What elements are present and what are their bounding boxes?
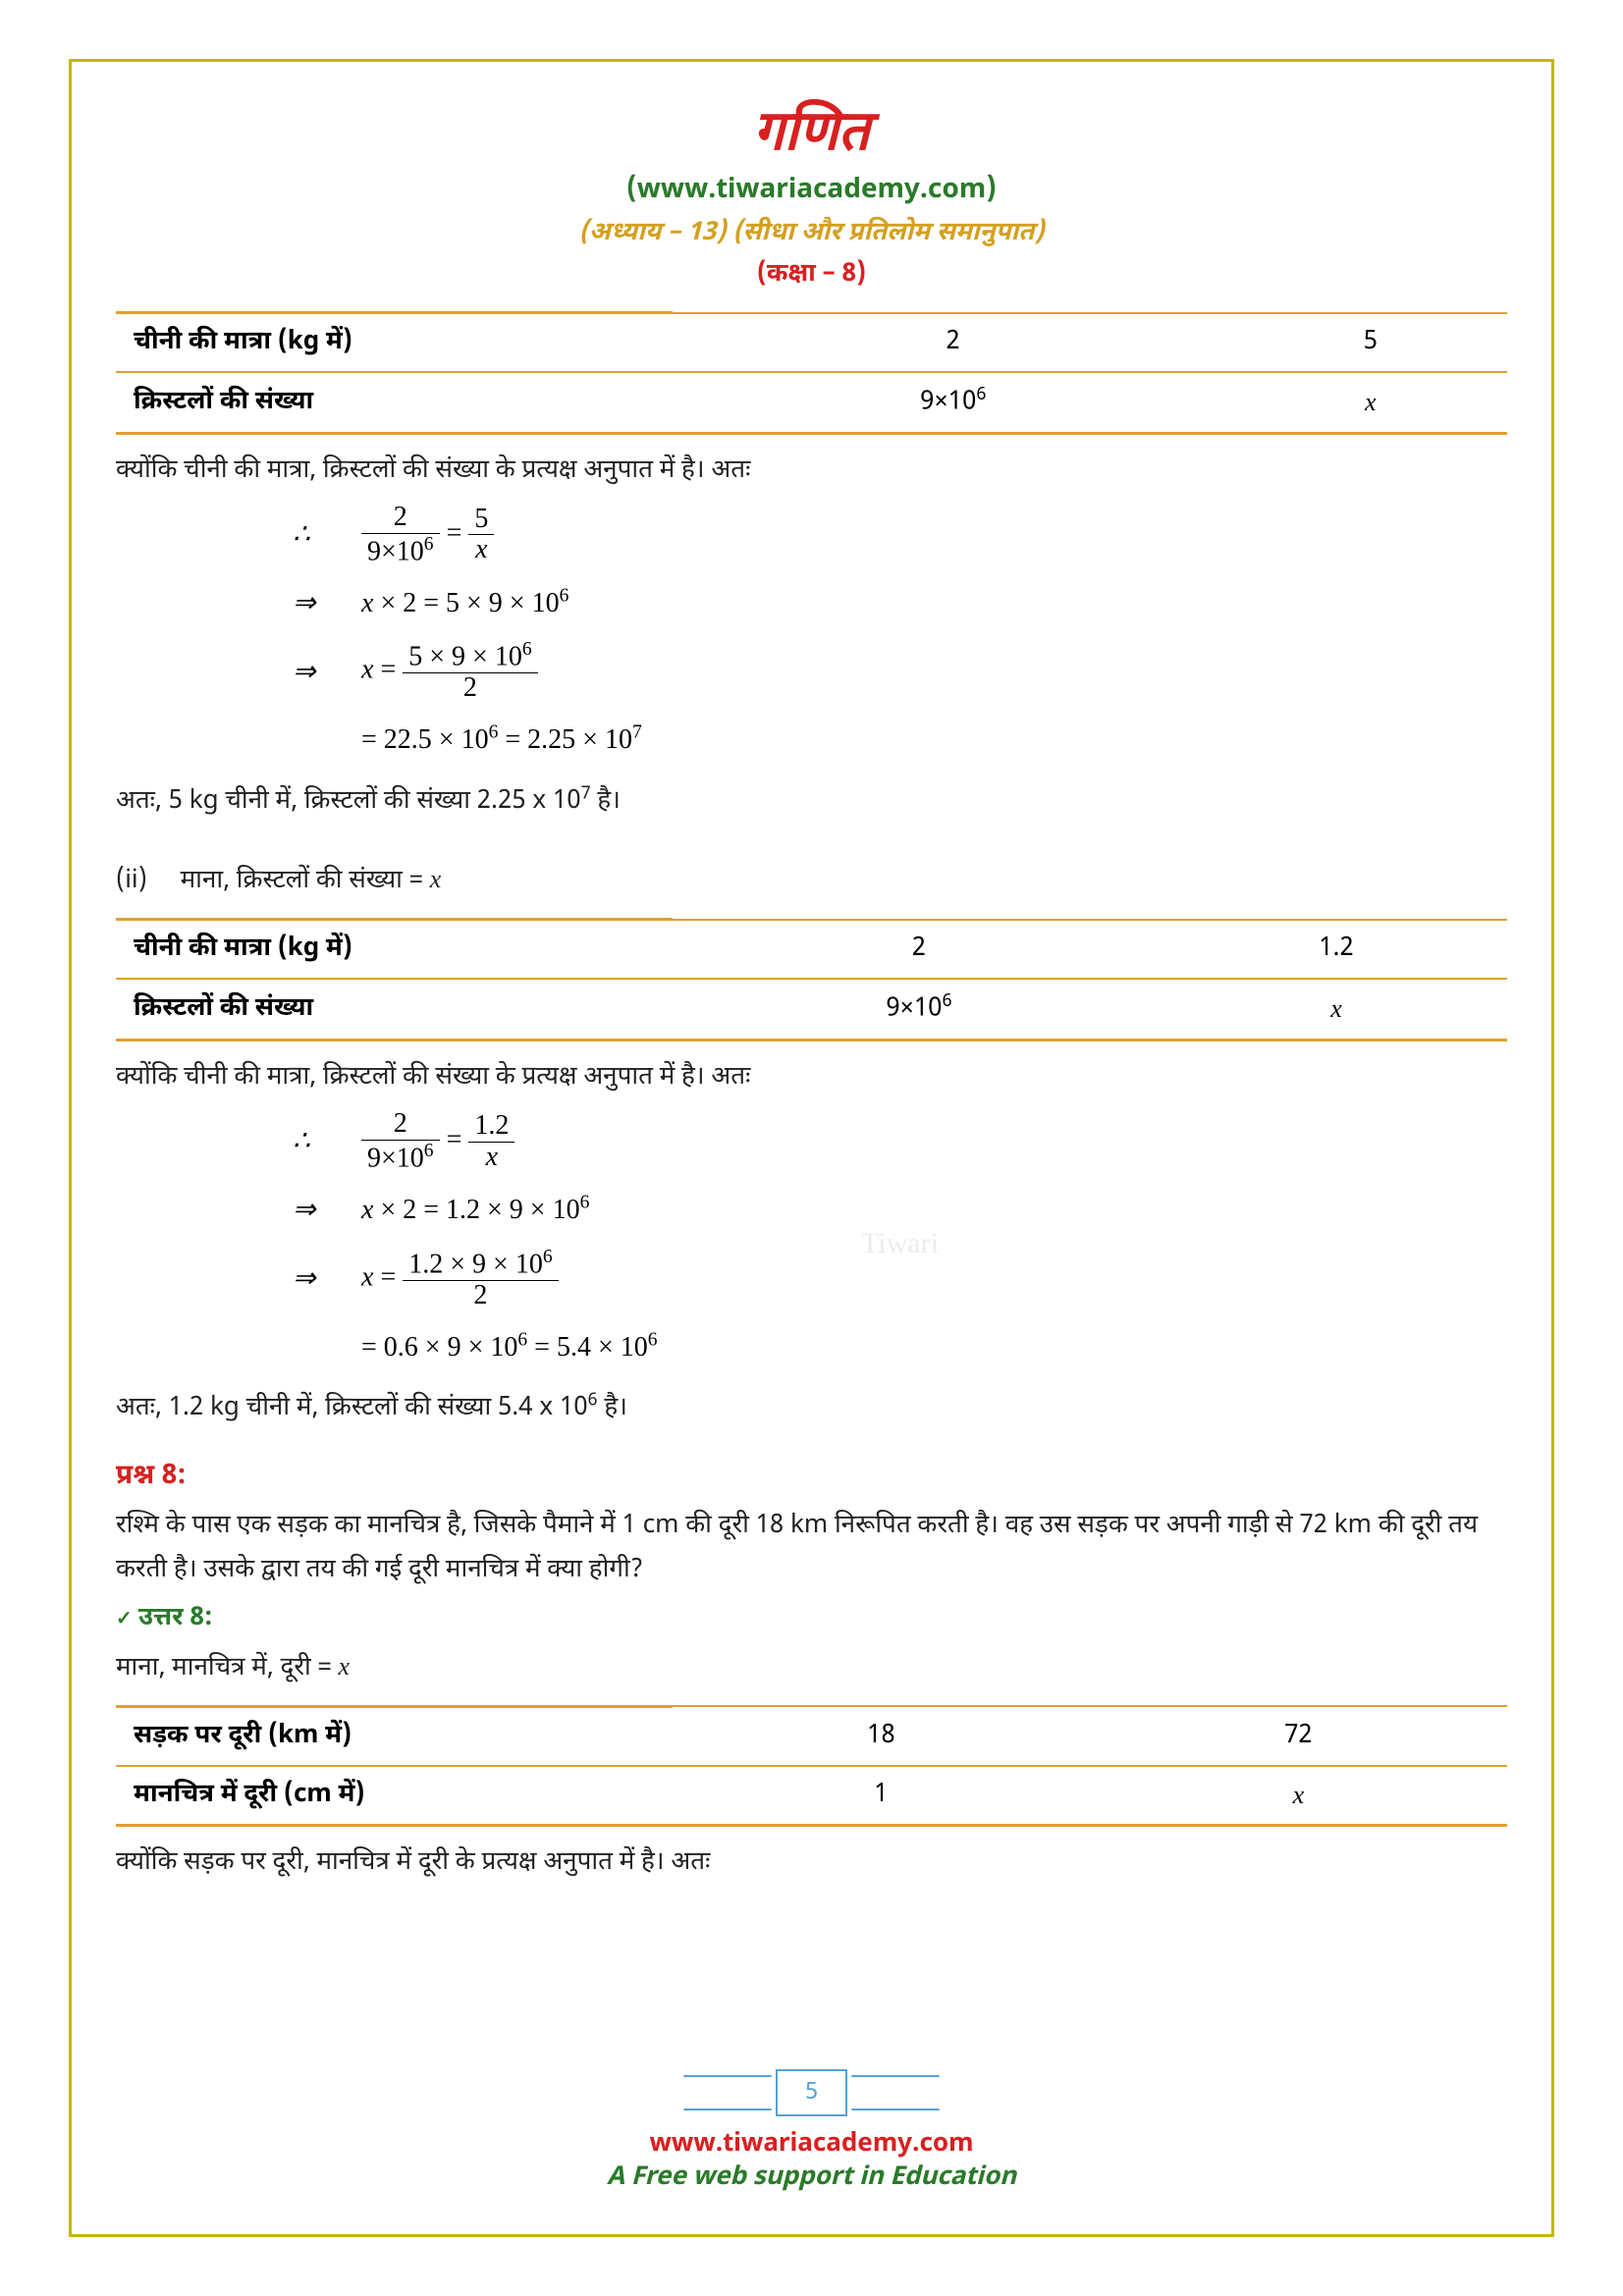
table-row: चीनी की मात्रा (kg में) 2 5 — [116, 313, 1507, 373]
math-expr: x = 1.2 × 9 × 1062 — [361, 1247, 559, 1311]
therefore-symbol: ∴ — [293, 1111, 332, 1172]
chapter-title: (अध्याय – 13) (सीधा और प्रतिलोम समानुपात… — [96, 217, 1527, 250]
class-title: (कक्षा – 8) — [96, 258, 1527, 292]
part-ii-intro: (ii) माना, क्रिस्टलों की संख्या = x — [116, 858, 1507, 903]
math-expr: = 22.5 × 106 = 2.25 × 107 — [361, 710, 642, 771]
answer-8-label: उत्तर 8: — [116, 1602, 1507, 1635]
cell-label: क्रिस्टलों की संख्या — [116, 979, 673, 1040]
explanation-text: क्योंकि चीनी की मात्रा, क्रिस्टलों की सं… — [116, 450, 1507, 493]
table-row: सड़क पर दूरी (km में) 18 72 — [116, 1706, 1507, 1766]
table-sugar-5kg: चीनी की मात्रा (kg में) 2 5 क्रिस्टलों क… — [116, 311, 1507, 435]
table-sugar-1.2kg: चीनी की मात्रा (kg में) 2 1.2 क्रिस्टलों… — [116, 918, 1507, 1041]
math-line: ⇒ x × 2 = 5 × 9 × 106 — [293, 573, 1507, 634]
math-line: ∴ 29×106 = 5x — [293, 503, 1507, 567]
cell-value: x — [1090, 1766, 1507, 1826]
page-footer: 5 www.tiwariacademy.com A Free web suppo… — [72, 2069, 1551, 2195]
ribbon-right-icon — [851, 2075, 940, 2110]
page-number-ribbon: 5 — [683, 2069, 941, 2116]
ribbon-left-icon — [683, 2075, 772, 2110]
math-line: ⇒ x × 2 = 1.2 × 9 × 106 — [293, 1180, 1507, 1241]
page-number: 5 — [776, 2069, 847, 2116]
question-8-label: प्रश्न 8: — [116, 1460, 1507, 1495]
cell-label: चीनी की मात्रा (kg में) — [116, 313, 673, 373]
math-expr: x × 2 = 1.2 × 9 × 106 — [361, 1180, 589, 1241]
math-line: = 0.6 × 9 × 106 = 5.4 × 106 — [293, 1317, 1507, 1378]
cell-value: 1 — [673, 1766, 1090, 1826]
result-text: अतः, 1.2 kg चीनी में, क्रिस्टलों की संख्… — [116, 1387, 1507, 1430]
math-derivation-1: ∴ 29×106 = 5x ⇒ x × 2 = 5 × 9 × 106 ⇒ x … — [293, 503, 1507, 771]
implies-symbol: ⇒ — [293, 1180, 332, 1241]
math-expr: x = 5 × 9 × 1062 — [361, 639, 538, 704]
cell-label: मानचित्र में दूरी (cm में) — [116, 1766, 673, 1826]
explanation-text: क्योंकि चीनी की मात्रा, क्रिस्टलों की सं… — [116, 1056, 1507, 1099]
therefore-symbol: ∴ — [293, 505, 332, 565]
table-row: मानचित्र में दूरी (cm में) 1 x — [116, 1766, 1507, 1826]
math-line: = 22.5 × 106 = 2.25 × 107 — [293, 710, 1507, 771]
page-header: गणित (www.tiwariacademy.com) (अध्याय – 1… — [96, 91, 1527, 292]
cell-value: x — [1234, 372, 1507, 433]
math-expr: x × 2 = 5 × 9 × 106 — [361, 573, 568, 634]
footer-tagline: A Free web support in Education — [72, 2162, 1551, 2195]
math-line: ⇒ x = 1.2 × 9 × 1062 — [293, 1247, 1507, 1311]
cell-value: 2 — [673, 920, 1165, 980]
question-8-text: रश्मि के पास एक सड़क का मानचित्र है, जिस… — [116, 1505, 1507, 1591]
header-website: (www.tiwariacademy.com) — [96, 174, 1527, 209]
result-text: अतः, 5 kg चीनी में, क्रिस्टलों की संख्या… — [116, 780, 1507, 824]
table-row: क्रिस्टलों की संख्या 9×106 x — [116, 372, 1507, 433]
implies-symbol: ⇒ — [293, 642, 332, 703]
answer-8-assume: माना, मानचित्र में, दूरी = x — [116, 1645, 1507, 1690]
table-row: चीनी की मात्रा (kg में) 2 1.2 — [116, 920, 1507, 980]
math-expr: 29×106 = 1.2x — [361, 1109, 514, 1174]
cell-label: क्रिस्टलों की संख्या — [116, 372, 673, 433]
cell-value: x — [1165, 979, 1507, 1040]
math-expr: = 0.6 × 9 × 106 = 5.4 × 106 — [361, 1317, 658, 1378]
cell-value: 18 — [673, 1706, 1090, 1766]
cell-value: 72 — [1090, 1706, 1507, 1766]
cell-label: चीनी की मात्रा (kg में) — [116, 920, 673, 980]
math-expr: 29×106 = 5x — [361, 503, 494, 567]
implies-symbol: ⇒ — [293, 1249, 332, 1309]
math-line: ∴ 29×106 = 1.2x — [293, 1109, 1507, 1174]
implies-symbol: ⇒ — [293, 573, 332, 634]
subject-title: गणित — [96, 91, 1527, 166]
explanation-text: क्योंकि सड़क पर दूरी, मानचित्र में दूरी … — [116, 1842, 1507, 1885]
content-area: चीनी की मात्रा (kg में) 2 5 क्रिस्टलों क… — [96, 311, 1527, 1885]
footer-website: www.tiwariacademy.com — [72, 2128, 1551, 2162]
cell-value: 2 — [673, 313, 1234, 373]
math-line: ⇒ x = 5 × 9 × 1062 — [293, 639, 1507, 704]
math-derivation-2: Tiwari ∴ 29×106 = 1.2x ⇒ x × 2 = 1.2 × 9… — [293, 1109, 1507, 1377]
cell-value: 5 — [1234, 313, 1507, 373]
table-map-distance: सड़क पर दूरी (km में) 18 72 मानचित्र में… — [116, 1705, 1507, 1827]
cell-label: सड़क पर दूरी (km में) — [116, 1706, 673, 1766]
table-row: क्रिस्टलों की संख्या 9×106 x — [116, 979, 1507, 1040]
page-border: गणित (www.tiwariacademy.com) (अध्याय – 1… — [69, 59, 1554, 2237]
cell-value: 1.2 — [1165, 920, 1507, 980]
cell-value: 9×106 — [673, 979, 1165, 1040]
cell-value: 9×106 — [673, 372, 1234, 433]
